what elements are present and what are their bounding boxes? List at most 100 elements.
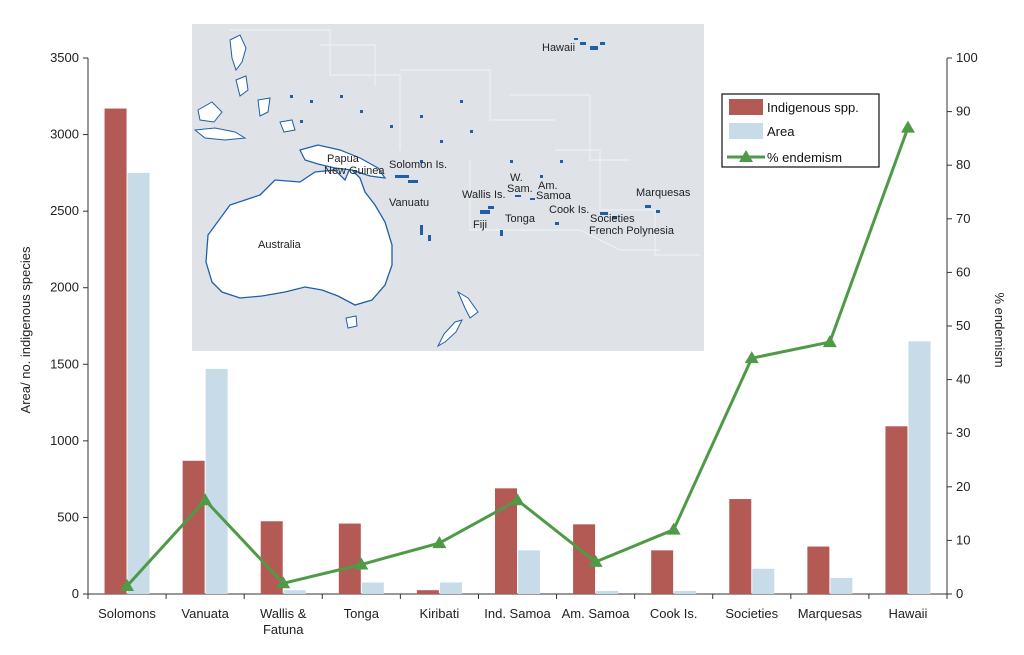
x-tick-label: Vanuata [181,606,229,621]
bar-area [752,568,775,594]
x-tick-label: Kiribati [420,606,460,621]
y-tick-label: 2000 [50,280,79,295]
bar-area [674,590,697,594]
x-tick-label: Wallis & Fatuna [260,606,307,637]
chart-legend: Indigenous spp. Area % endemism [721,93,880,168]
y2-tick-label: 50 [956,318,970,333]
nz-north-land [456,290,479,319]
legend-label-area: Area [767,124,795,139]
map-label-fiji: Fiji [473,219,487,231]
map-label-tonga: Tonga [505,213,536,225]
bar-area [596,590,619,594]
endemism-point [354,557,369,570]
map-label-hawaii: Hawaii [542,42,575,54]
bar-area [908,341,931,594]
indonesia-land [193,127,247,141]
x-tick-label: Cook Is. [650,606,698,621]
legend-label-indigenous: Indigenous spp. [767,100,859,115]
bar-indigenous-spp [416,590,439,594]
y2-tick-label: 70 [956,211,970,226]
mindanao-land [235,75,249,97]
bar-area [518,550,540,594]
y-tick-label: 1000 [50,433,79,448]
x-tick-label: Societies [725,606,778,621]
y2-tick-label: 0 [956,586,963,601]
map-label-marquesas: Marquesas [636,187,691,199]
bar-area [361,582,384,594]
legend-label-endemism: % endemism [767,150,842,165]
endemism-point [432,536,447,549]
y2-tick-label: 100 [956,50,978,65]
y2-tick-label: 30 [956,425,970,440]
endemism-point [510,493,525,506]
bar-indigenous-spp [495,488,517,594]
bar-area [127,172,150,594]
bar-indigenous-spp [885,426,908,594]
map-label-french-polynesia: French Polynesia [589,225,675,237]
sulawesi-land [257,97,271,117]
nz-south-land [436,319,463,348]
y2-tick-label: 60 [956,264,970,279]
x-tick-label: Solomons [98,606,156,621]
y-tick-label: 1500 [50,356,79,371]
y-tick-label: 3500 [50,50,79,65]
endemism-point [744,351,759,364]
legend-swatch-indigenous [729,99,763,115]
bar-indigenous-spp [182,460,205,594]
map-label-papua: Papua [327,153,360,165]
x-tick-label: Marquesas [798,606,863,621]
y2-axis-title: % endemism [992,292,1007,367]
australia-land [205,166,393,306]
y-tick-label: 2500 [50,203,79,218]
y-tick-label: 0 [72,586,79,601]
endemism-point [120,578,135,591]
map-label-sam: Sam. [507,183,533,195]
chart-axes: 0 500 1000 1500 2000 2500 3000 3500 0 10 20 30 40 50 6… [50,50,978,637]
chart-bars [104,108,931,594]
legend-marker-endemism [739,150,753,162]
bar-indigenous-spp [338,523,361,594]
inset-map: Hawaii Papua New Guinea Solomon Is. Vanu… [192,24,704,351]
borneo-land [197,101,223,123]
legend-swatch-area [729,123,763,139]
x-tick-label: Ind. Samoa [484,606,551,621]
moluccas-land [279,119,296,133]
map-label-cook: Cook Is. [549,204,589,216]
map-label-wallis: Wallis Is. [462,189,506,201]
y2-tick-label: 10 [956,532,970,547]
bar-area [830,577,853,594]
map-label-societies: Societies [590,213,635,225]
map-islands [290,38,660,241]
bar-area [439,582,462,594]
map-label-vanuatu: Vanuatu [389,197,429,209]
map-label-samoa: Samoa [536,190,572,202]
map-label-new-guinea: New Guinea [324,165,385,177]
endemism-point [198,493,213,506]
y-axis-title: Area/ no. indigenous species [18,246,33,413]
x-tick-label: Tonga [344,606,380,621]
x-tick-label: Hawaii [888,606,927,621]
endemism-point [900,120,915,133]
endemism-point [588,554,603,567]
y2-tick-label: 80 [956,157,970,172]
map-label-am: Am. [538,180,558,192]
bar-indigenous-spp [807,546,830,594]
philippines-land [229,34,247,72]
bar-indigenous-spp [651,550,674,594]
tasmania-land [345,315,358,329]
x-tick-label: Am. Samoa [562,606,631,621]
bar-indigenous-spp [104,108,127,594]
map-boundaries [230,29,700,256]
bar-indigenous-spp [573,524,596,594]
y2-tick-label: 90 [956,104,970,119]
map-label-australia: Australia [258,239,302,251]
endemism-point [822,335,837,348]
chart-endemism-line [120,120,915,591]
endemism-point [276,576,291,589]
endemism-point [666,522,681,535]
bar-area [283,590,306,594]
y2-tick-label: 40 [956,372,970,387]
y2-tick-label: 20 [956,479,970,494]
bar-area [205,368,228,594]
map-label-w: W. [510,172,523,184]
